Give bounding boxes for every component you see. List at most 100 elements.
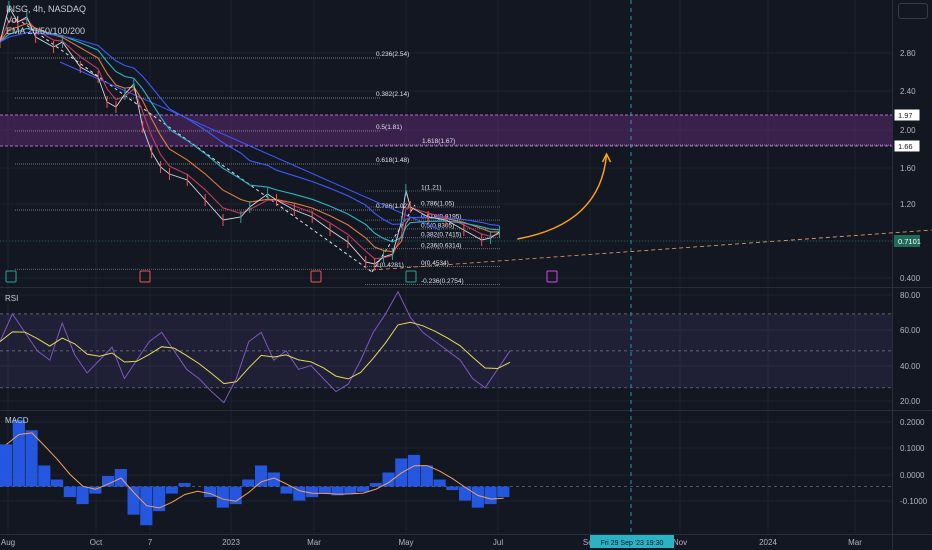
fib-level-label: 1.618(1.67) xyxy=(422,138,455,145)
macd-histogram-bar[interactable] xyxy=(242,479,255,487)
fib2-level-label: 1(1.21) xyxy=(421,185,442,192)
projection-arrow[interactable] xyxy=(517,153,608,240)
crosshair-date-tag xyxy=(590,535,674,548)
symbol-label[interactable]: INSG, 4h, NASDAQ xyxy=(6,4,87,14)
macd-histogram-bar[interactable] xyxy=(331,486,344,496)
fib-level-label: 1(0.4281) xyxy=(376,262,404,269)
volume-label[interactable]: Vol xyxy=(6,15,19,25)
macd-histogram-bar[interactable] xyxy=(420,465,433,487)
macd-histogram-bar[interactable] xyxy=(293,486,306,501)
macd-histogram-bar[interactable] xyxy=(0,444,13,487)
macd-histogram-bar[interactable] xyxy=(153,486,166,512)
ema-line[interactable] xyxy=(0,22,500,253)
macd-histogram-bar[interactable] xyxy=(165,486,178,494)
macd-histogram-bar[interactable] xyxy=(204,486,217,498)
macd-histogram-bar[interactable] xyxy=(102,476,115,487)
price-tick-label: 2.80 xyxy=(900,49,916,58)
macd-tick-label: 0.2000 xyxy=(900,418,925,427)
macd-histogram-bar[interactable] xyxy=(25,430,38,487)
chart-legend: INSG, 4h, NASDAQ Vol EMA 20/50/100/200 xyxy=(6,4,86,37)
macd-panel[interactable]: MACD xyxy=(0,416,892,526)
price-tag[interactable] xyxy=(894,234,920,247)
earnings-marker[interactable] xyxy=(405,270,417,283)
target-zone[interactable] xyxy=(0,115,892,146)
macd-signal-line[interactable] xyxy=(6,432,504,509)
earnings-marker[interactable] xyxy=(310,270,322,283)
fib2-level-label: -0.236(0.2754) xyxy=(421,278,464,285)
fib-level-label: 0.382(2.14) xyxy=(376,91,409,98)
macd-histogram-bar[interactable] xyxy=(369,483,382,487)
rsi-tick-label: 40.00 xyxy=(900,362,921,371)
price-tag[interactable] xyxy=(893,139,921,153)
rsi-panel[interactable]: RSI xyxy=(0,290,892,404)
earnings-marker[interactable] xyxy=(5,270,17,283)
macd-histogram-bar[interactable] xyxy=(484,486,497,505)
x-tick-label: Mar xyxy=(848,538,862,547)
price-tag-label: 1.97 xyxy=(898,111,913,120)
fib-level-label: 0.618(1.48) xyxy=(376,157,409,164)
rsi-tick-label: 20.00 xyxy=(900,397,921,406)
macd-histogram-bar[interactable] xyxy=(306,486,319,498)
earnings-marker[interactable] xyxy=(546,270,558,283)
rsi-title: RSI xyxy=(5,294,18,303)
macd-histogram-bar[interactable] xyxy=(178,483,191,487)
fib2-level-label: 0.5(0.8305) xyxy=(421,222,454,229)
x-tick-label: Jul xyxy=(493,538,503,547)
macd-histogram-bar[interactable] xyxy=(497,486,510,498)
rsi-line[interactable] xyxy=(0,290,511,404)
price-tick-label: 2.40 xyxy=(900,87,916,96)
macd-histogram-bar[interactable] xyxy=(318,486,331,494)
fib2-level-label: 0.236(0.6314) xyxy=(421,242,461,249)
x-tick-label: 7 xyxy=(148,538,153,547)
rsi-signal-line[interactable] xyxy=(0,321,511,385)
macd-histogram-bar[interactable] xyxy=(63,486,76,498)
macd-histogram-bar[interactable] xyxy=(408,454,421,487)
x-tick-label: Aug xyxy=(1,538,15,547)
macd-histogram-bar[interactable] xyxy=(267,472,280,487)
macd-histogram-bar[interactable] xyxy=(446,486,459,491)
macd-histogram-bar[interactable] xyxy=(459,486,472,501)
fib2-level-label: 0(0.4534) xyxy=(421,260,449,267)
macd-histogram-bar[interactable] xyxy=(471,486,484,508)
macd-histogram-bar[interactable] xyxy=(433,479,446,487)
price-tag-label: 1.66 xyxy=(898,142,913,151)
price-tick-label: 0.400 xyxy=(900,274,921,283)
macd-histogram-bar[interactable] xyxy=(344,486,357,494)
support-trendline[interactable] xyxy=(371,229,932,271)
macd-tick-label: 0.0000 xyxy=(900,471,925,480)
macd-histogram-bar[interactable] xyxy=(382,472,395,487)
price-tag-label: 0.7101 xyxy=(898,237,921,246)
macd-histogram-bar[interactable] xyxy=(255,465,268,487)
macd-histogram-bar[interactable] xyxy=(216,486,229,508)
rsi-tick-label: 80.00 xyxy=(900,291,921,300)
ema-label[interactable]: EMA 20/50/100/200 xyxy=(6,26,86,36)
macd-histogram-bar[interactable] xyxy=(38,465,51,487)
fib-level-label: 0.5(1.81) xyxy=(376,124,402,131)
macd-histogram-bar[interactable] xyxy=(12,419,25,487)
fib-level-label: 0.236(2.54) xyxy=(376,51,409,58)
macd-histogram-bar[interactable] xyxy=(76,486,89,505)
x-tick-label: May xyxy=(398,538,413,547)
x-tick-label: Oct xyxy=(90,538,103,547)
fib-level-label: 0.786(1.02) xyxy=(376,203,409,210)
macd-tick-label: -0.1000 xyxy=(900,497,928,506)
macd-tick-label: 0.1000 xyxy=(900,444,925,453)
axes: AugOct72023MarMayJulSepNov2024Mar2.802.4… xyxy=(1,49,928,548)
macd-title: MACD xyxy=(5,416,29,425)
price-tag[interactable] xyxy=(893,108,921,122)
x-tick-label: 2024 xyxy=(759,538,777,547)
fib2-level-label: 0.786(1.05) xyxy=(421,201,454,208)
macd-histogram-bar[interactable] xyxy=(357,486,370,492)
chart-settings-button[interactable] xyxy=(898,3,928,19)
ema-line[interactable] xyxy=(0,31,500,227)
downtrend-line[interactable] xyxy=(59,61,441,231)
macd-histogram-bar[interactable] xyxy=(127,486,140,515)
ema-line[interactable] xyxy=(0,27,500,243)
macd-histogram-bar[interactable] xyxy=(89,486,102,494)
macd-histogram-bar[interactable] xyxy=(280,486,293,494)
fib2-level-label: 0.618(0.9195) xyxy=(421,214,461,221)
macd-histogram-bar[interactable] xyxy=(51,479,64,487)
earnings-marker[interactable] xyxy=(139,270,151,283)
